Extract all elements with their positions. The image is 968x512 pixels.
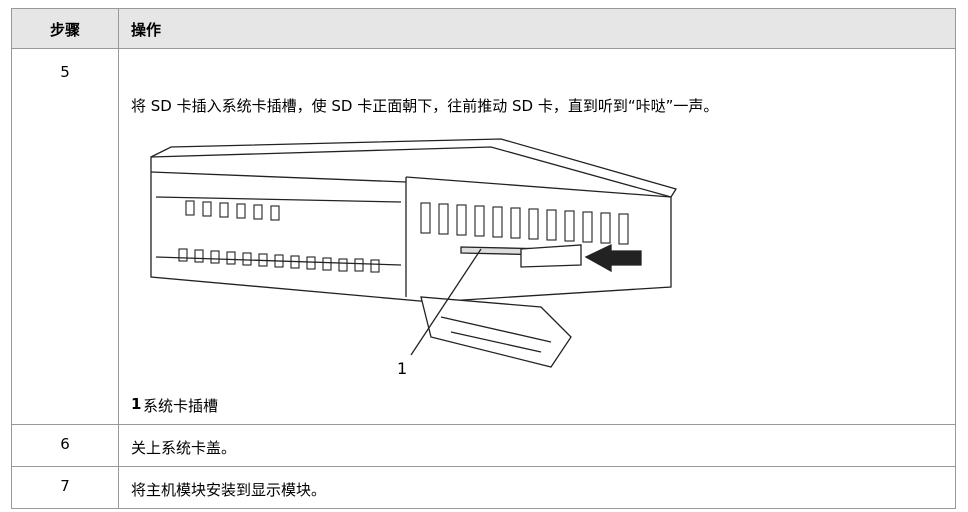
operation-cell: 关上系统卡盖。 — [118, 424, 956, 467]
illustration — [150, 138, 678, 368]
operation-text: 将 SD 卡插入系统卡插槽，使 SD 卡正面朝下，往前推动 SD 卡，直到听到“… — [131, 97, 719, 115]
header-text: 操作 — [131, 21, 162, 39]
caption-label: 系统卡插槽 — [143, 397, 219, 415]
header-cell: 操作 — [118, 8, 956, 49]
operation-text: 关上系统卡盖。 — [131, 439, 237, 457]
step-cell: 6 — [11, 424, 119, 467]
step-number: 6 — [60, 435, 70, 453]
step-number: 5 — [60, 63, 70, 81]
callout-label: 1 — [397, 359, 408, 378]
header-text: 步骤 — [49, 21, 80, 39]
operation-cell: 将主机模块安装到显示模块。 — [118, 466, 956, 509]
step-number: 7 — [60, 477, 70, 495]
step-cell: 7 — [11, 466, 119, 509]
header-cell: 步骤 — [11, 8, 119, 49]
caption-number: 1 — [131, 395, 142, 413]
operation-cell: 将 SD 卡插入系统卡插槽，使 SD 卡正面朝下，往前推动 SD 卡，直到听到“… — [118, 48, 956, 425]
operation-text: 将主机模块安装到显示模块。 — [131, 481, 327, 499]
step-cell: 5 — [11, 48, 119, 425]
